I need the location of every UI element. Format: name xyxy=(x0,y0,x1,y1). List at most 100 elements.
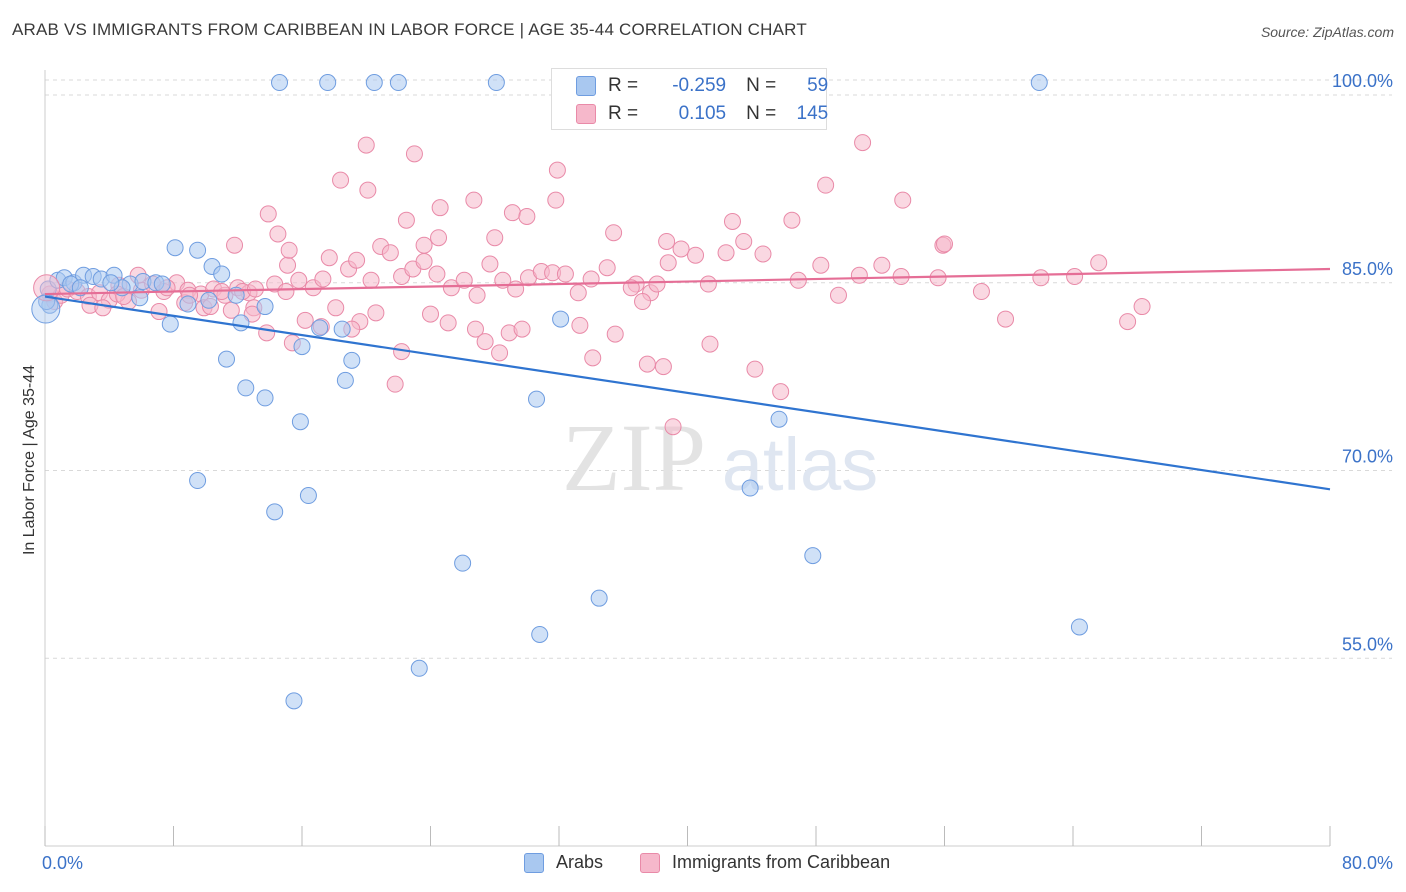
n-label: N = xyxy=(746,103,777,124)
caribbean-point xyxy=(513,320,531,338)
caribbean-point xyxy=(654,358,672,376)
arab-point xyxy=(531,625,549,643)
arab-point xyxy=(389,74,407,92)
arab-point xyxy=(256,298,274,316)
caribbean-point xyxy=(699,275,717,293)
arab-point xyxy=(299,487,317,505)
caribbean-point xyxy=(817,176,835,194)
legend-item-arabs[interactable]: Arabs xyxy=(524,852,603,873)
caribbean-point xyxy=(571,316,589,334)
caribbean-point xyxy=(735,232,753,250)
caribbean-point xyxy=(772,383,790,401)
caribbean-point xyxy=(455,271,473,289)
n-value-caribbean: 145 xyxy=(796,103,829,124)
caribbean-point xyxy=(548,161,566,179)
caribbean-point xyxy=(1090,254,1108,272)
legend-label-arabs: Arabs xyxy=(556,852,604,872)
arab-point xyxy=(153,275,171,293)
caribbean-point xyxy=(430,229,448,247)
arab-point xyxy=(218,350,236,368)
caribbean-point xyxy=(754,245,772,263)
caribbean-point xyxy=(226,236,244,254)
caribbean-point xyxy=(746,360,764,378)
caribbean-point xyxy=(243,305,261,323)
arab-point xyxy=(189,241,207,259)
caribbean-point xyxy=(507,280,525,298)
caribbean-point xyxy=(723,212,741,230)
arab-point xyxy=(179,295,197,313)
caribbean-point xyxy=(664,418,682,436)
arab-point xyxy=(319,74,337,92)
caribbean-point xyxy=(362,271,380,289)
caribbean-point xyxy=(314,270,332,288)
caribbean-point xyxy=(659,254,677,272)
caribbean-point xyxy=(222,301,240,319)
caribbean-point xyxy=(569,284,587,302)
caribbean-point xyxy=(648,275,666,293)
caribbean-point xyxy=(431,199,449,217)
arab-trend-line xyxy=(44,295,1331,491)
caribbean-point xyxy=(320,249,338,267)
stats-row-caribbean: R = 0.105 N = 145 xyxy=(576,100,828,128)
r-value-arabs: -0.259 xyxy=(672,75,727,96)
arab-point xyxy=(454,554,472,572)
caribbean-point xyxy=(582,270,600,288)
arab-point xyxy=(291,413,309,431)
arab-point xyxy=(528,390,546,408)
caribbean-point xyxy=(829,286,847,304)
caribbean-point xyxy=(94,299,112,317)
arab-point xyxy=(410,659,428,677)
caribbean-point xyxy=(442,279,460,297)
arab-point xyxy=(804,547,822,565)
arab-point xyxy=(311,319,329,337)
caribbean-point xyxy=(606,325,624,343)
arab-point xyxy=(293,338,311,356)
caribbean-point xyxy=(873,256,891,274)
arab-point xyxy=(166,239,184,257)
caribbean-point xyxy=(481,255,499,273)
caribbean-point xyxy=(1032,269,1050,287)
caribbean-point xyxy=(658,232,676,250)
caribbean-point xyxy=(290,271,308,289)
arab-point xyxy=(189,472,207,490)
watermark-bold: ZIP xyxy=(562,404,706,511)
arab-point xyxy=(237,379,255,397)
arab-point xyxy=(590,589,608,607)
arab-point xyxy=(200,291,218,309)
legend-item-caribbean[interactable]: Immigrants from Caribbean xyxy=(640,852,890,873)
caribbean-point xyxy=(405,145,423,163)
caribbean-point xyxy=(972,283,990,301)
chart-title: ARAB VS IMMIGRANTS FROM CARIBBEAN IN LAB… xyxy=(12,20,807,39)
caribbean-point xyxy=(687,246,705,264)
caribbean-point xyxy=(150,303,168,321)
x-tick-label: 0.0% xyxy=(42,853,83,873)
caribbean-swatch xyxy=(576,104,596,124)
n-label: N = xyxy=(746,75,777,96)
caribbean-point xyxy=(476,333,494,351)
tick-labels: 55.0% 70.0% 85.0% 100.0% 0.0% 80.0% xyxy=(42,71,1393,873)
arab-point xyxy=(232,314,250,332)
caribbean-trend-line xyxy=(44,267,1331,296)
caribbean-point xyxy=(518,207,536,225)
caribbean-point xyxy=(259,205,277,223)
caribbean-point xyxy=(258,324,276,342)
r-label: R = xyxy=(608,103,639,124)
caribbean-point xyxy=(584,349,602,367)
caribbean-point xyxy=(367,304,385,322)
y-tick-label: 55.0% xyxy=(1342,634,1393,654)
caribbean-point xyxy=(359,181,377,199)
r-label: R = xyxy=(608,75,639,96)
arab-point xyxy=(131,289,149,307)
caribbean-point xyxy=(1066,268,1084,286)
arabs-swatch xyxy=(576,76,596,96)
caribbean-point xyxy=(277,283,295,301)
caribbean-point xyxy=(598,259,616,277)
arab-point xyxy=(487,74,505,92)
arab-point xyxy=(256,389,274,407)
caribbean-point xyxy=(850,266,868,284)
caribbean-legend-swatch xyxy=(640,852,660,873)
caribbean-point xyxy=(381,244,399,262)
caribbean-point xyxy=(547,191,565,209)
caribbean-point xyxy=(415,236,433,254)
legend-label-caribbean: Immigrants from Caribbean xyxy=(672,852,891,872)
